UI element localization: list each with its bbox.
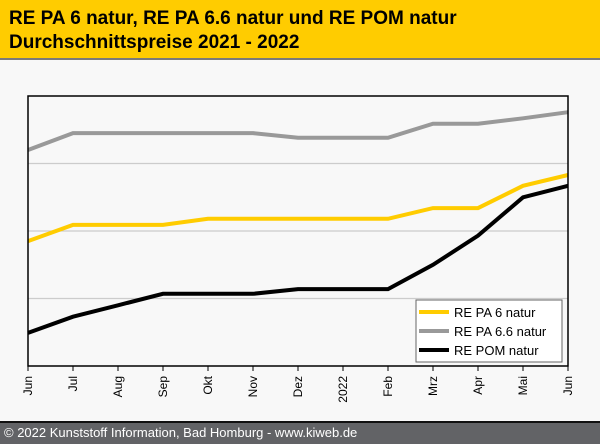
- x-tick-label: Feb: [381, 376, 395, 397]
- x-tick-label: Jul: [66, 376, 80, 391]
- x-tick-label: Okt: [201, 375, 215, 394]
- x-tick-label: 2022: [336, 376, 350, 403]
- x-tick-label: Jun: [561, 376, 575, 395]
- x-tick-label: Dez: [291, 376, 305, 397]
- series-lines: [27, 110, 569, 335]
- x-tick-label: Nov: [246, 376, 260, 397]
- x-tick-label: Mrz: [426, 376, 440, 396]
- x-axis: Jun Jul Aug Sep Okt Nov Dez 2022 Feb Mrz Apr Mai Jun: [21, 366, 575, 403]
- x-tick-label: Aug: [111, 376, 125, 397]
- legend-label-0: RE PA 6 natur: [454, 305, 536, 320]
- series-line-1: [27, 110, 569, 152]
- legend-label-2: RE POM natur: [454, 343, 539, 358]
- x-tick-label: Sep: [156, 376, 170, 398]
- x-tick-label: Jun: [21, 376, 35, 395]
- x-tick-label: Mai: [516, 376, 530, 395]
- footer: © 2022 Kunststoff Information, Bad Hombu…: [0, 421, 600, 444]
- chart-title-line-1: RE PA 6 natur, RE PA 6.6 natur und RE PO…: [9, 8, 457, 29]
- gridlines: [28, 162, 568, 300]
- copyright-text: © 2022 Kunststoff Information, Bad Hombu…: [4, 425, 358, 440]
- legend: RE PA 6 natur RE PA 6.6 natur RE POM natur: [415, 299, 563, 363]
- legend-label-1: RE PA 6.6 natur: [454, 324, 547, 339]
- x-tick-label: Apr: [471, 376, 485, 395]
- chart-title-line-2: Durchschnittspreise 2021 - 2022: [9, 32, 300, 53]
- chart-header: RE PA 6 natur, RE PA 6.6 natur und RE PO…: [0, 0, 600, 60]
